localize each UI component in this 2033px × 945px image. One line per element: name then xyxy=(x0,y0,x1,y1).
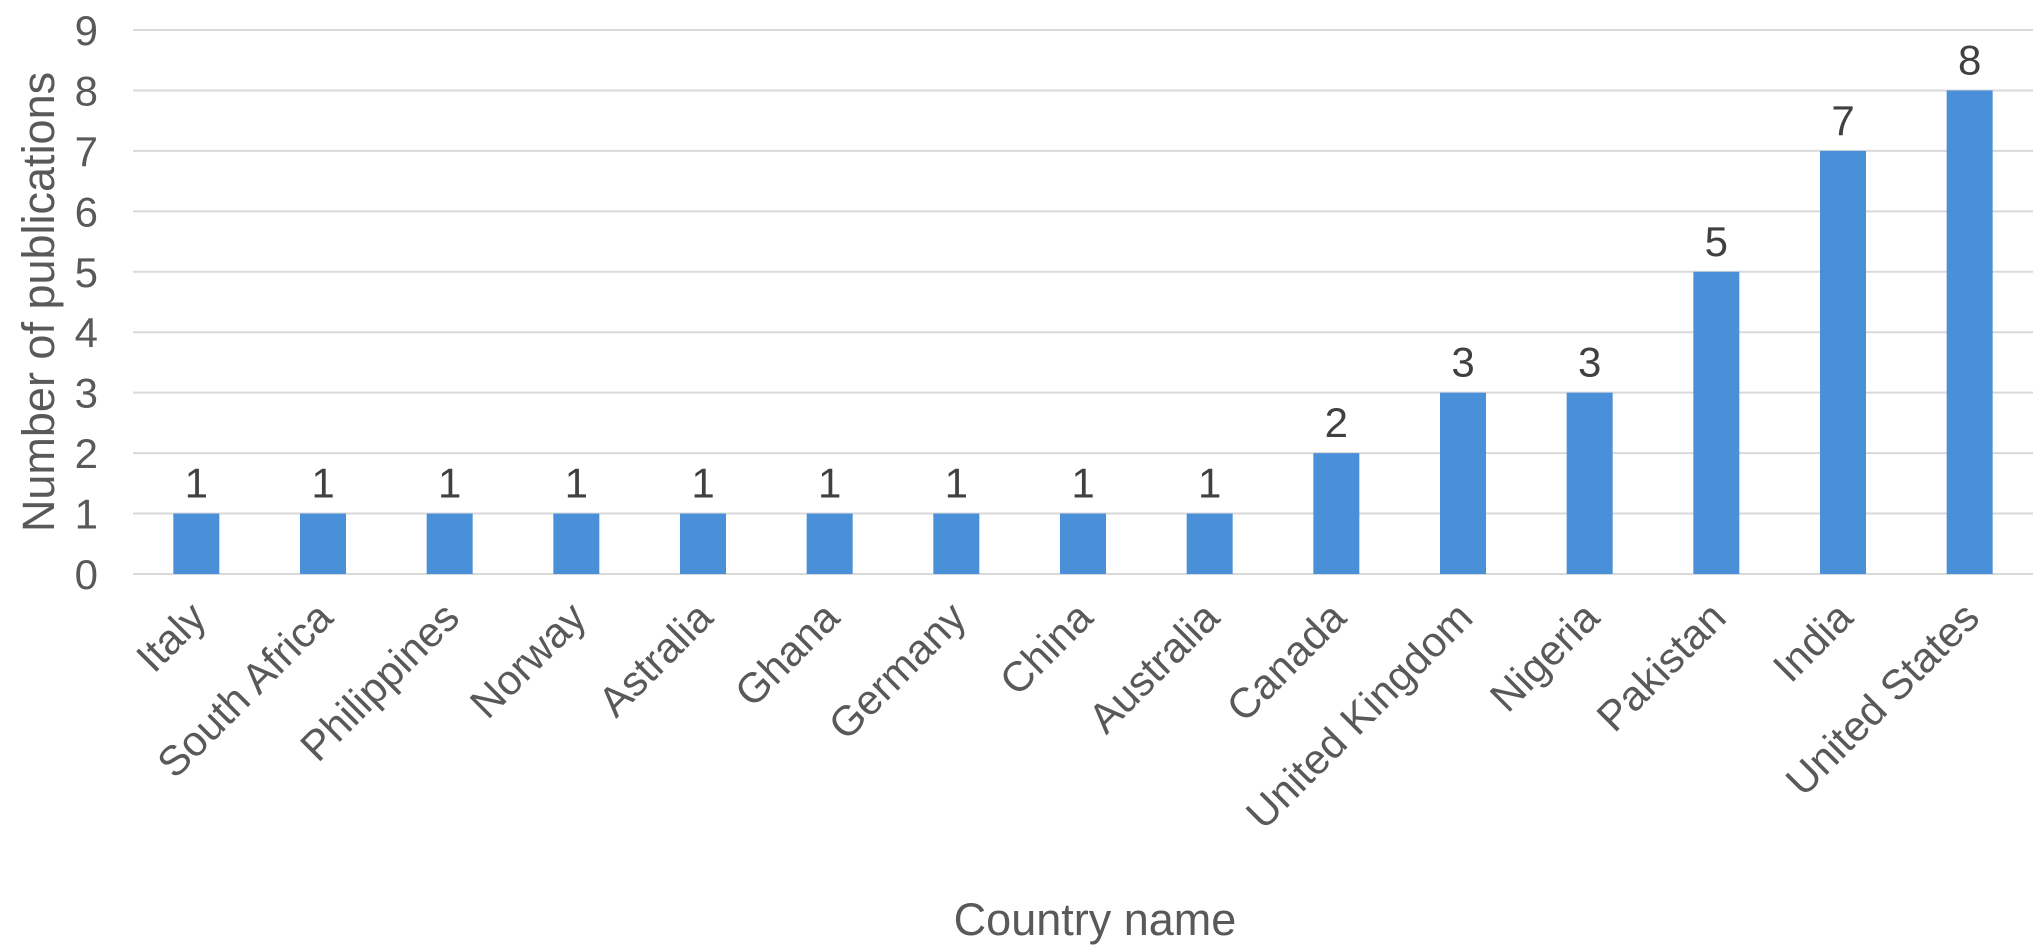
data-label: 1 xyxy=(1198,460,1221,507)
y-tick-label: 2 xyxy=(75,430,98,477)
data-label: 2 xyxy=(1325,399,1348,446)
y-tick-label: 6 xyxy=(75,188,98,235)
bar xyxy=(1946,90,1993,574)
y-tick-label: 0 xyxy=(75,551,98,598)
data-label: 3 xyxy=(1451,339,1474,386)
x-tick-label: Italy xyxy=(127,593,215,681)
x-tick-label: Australia xyxy=(1079,593,1228,742)
bar xyxy=(553,513,600,574)
bar xyxy=(1440,392,1486,574)
x-tick-label: Norway xyxy=(461,593,595,727)
x-tick-label: Germany xyxy=(819,593,974,748)
y-tick-label: 8 xyxy=(75,67,98,114)
x-tick-label: Astralia xyxy=(589,593,722,726)
bar xyxy=(426,513,473,574)
x-tick-label: United Kingdom xyxy=(1237,593,1482,838)
data-label: 1 xyxy=(438,460,461,507)
y-axis-ticks: 0 1 2 3 4 5 6 7 8 9 xyxy=(75,7,98,598)
bar xyxy=(1693,271,1740,574)
data-label: 1 xyxy=(945,460,968,507)
data-label: 1 xyxy=(565,460,588,507)
data-label: 8 xyxy=(1958,36,1981,83)
y-tick-label: 5 xyxy=(75,249,98,296)
data-label: 1 xyxy=(818,460,841,507)
x-axis-title: Country name xyxy=(954,894,1237,945)
data-label: 7 xyxy=(1831,97,1854,144)
y-axis-title: Number of publications xyxy=(13,72,64,532)
data-label: 1 xyxy=(691,460,714,507)
bar xyxy=(1820,150,1866,574)
x-tick-label: Nigeria xyxy=(1481,593,1609,721)
x-tick-label: Pakistan xyxy=(1588,593,1735,740)
data-label: 1 xyxy=(185,460,208,507)
bar xyxy=(680,513,726,574)
y-tick-label: 7 xyxy=(75,128,98,175)
bar xyxy=(300,513,346,574)
bar xyxy=(1186,513,1233,574)
data-label: 1 xyxy=(1071,460,1094,507)
y-tick-label: 4 xyxy=(75,309,98,356)
x-tick-label: India xyxy=(1764,593,1862,691)
bar xyxy=(173,513,220,574)
bar xyxy=(806,513,853,574)
data-label: 3 xyxy=(1578,339,1601,386)
x-tick-label: Ghana xyxy=(726,593,849,716)
bar xyxy=(933,513,980,574)
bars xyxy=(173,90,1993,574)
y-tick-label: 3 xyxy=(75,370,98,417)
data-labels: 1 1 1 1 1 1 1 1 1 2 3 3 5 7 8 xyxy=(185,36,1982,506)
y-tick-label: 1 xyxy=(75,491,98,538)
bar xyxy=(1566,392,1613,574)
bar xyxy=(1060,513,1106,574)
y-tick-label: 9 xyxy=(75,7,98,54)
x-tick-label: China xyxy=(991,593,1102,704)
data-label: 1 xyxy=(311,460,334,507)
data-label: 5 xyxy=(1705,218,1728,265)
bar xyxy=(1313,453,1360,574)
